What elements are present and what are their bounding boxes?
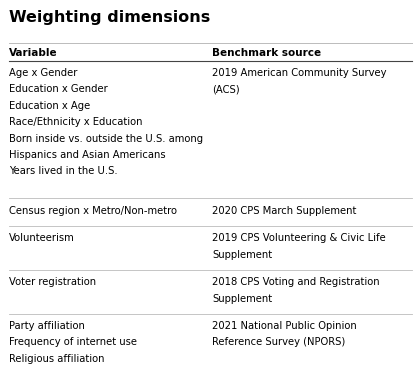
Text: 2020 CPS March Supplement: 2020 CPS March Supplement (212, 206, 357, 216)
Text: Hispanics and Asian Americans: Hispanics and Asian Americans (9, 150, 166, 160)
Text: 2021 National Public Opinion: 2021 National Public Opinion (212, 321, 357, 331)
Text: (ACS): (ACS) (212, 84, 240, 94)
Text: Education x Gender: Education x Gender (9, 84, 108, 94)
Text: Religious affiliation: Religious affiliation (9, 354, 105, 364)
Text: 2019 American Community Survey: 2019 American Community Survey (212, 68, 386, 78)
Text: Supplement: Supplement (212, 250, 272, 260)
Text: Variable: Variable (9, 48, 58, 58)
Text: Benchmark source: Benchmark source (212, 48, 321, 58)
Text: Supplement: Supplement (212, 294, 272, 304)
Text: Education x Age: Education x Age (9, 101, 90, 111)
Text: Volunteerism: Volunteerism (9, 233, 75, 243)
Text: Race/Ethnicity x Education: Race/Ethnicity x Education (9, 117, 143, 127)
Text: 2019 CPS Volunteering & Civic Life: 2019 CPS Volunteering & Civic Life (212, 233, 386, 243)
Text: Party affiliation: Party affiliation (9, 321, 85, 331)
Text: Years lived in the U.S.: Years lived in the U.S. (9, 166, 118, 176)
Text: 2018 CPS Voting and Registration: 2018 CPS Voting and Registration (212, 277, 380, 287)
Text: Born inside vs. outside the U.S. among: Born inside vs. outside the U.S. among (9, 134, 203, 144)
Text: Voter registration: Voter registration (9, 277, 96, 287)
Text: Frequency of internet use: Frequency of internet use (9, 337, 137, 347)
Text: Reference Survey (NPORS): Reference Survey (NPORS) (212, 337, 345, 347)
Text: Age x Gender: Age x Gender (9, 68, 78, 78)
Text: Census region x Metro/Non-metro: Census region x Metro/Non-metro (9, 206, 177, 216)
Text: Weighting dimensions: Weighting dimensions (9, 10, 210, 25)
